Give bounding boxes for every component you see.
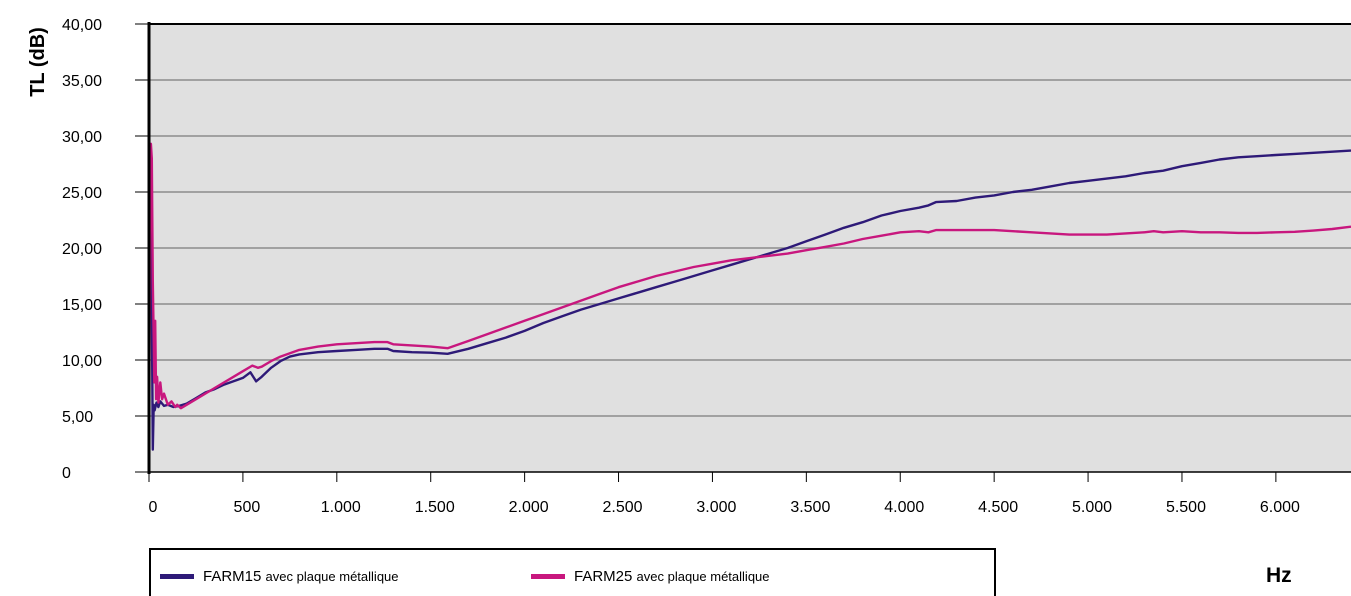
- series-layer: [147, 142, 1351, 473]
- legend-label-farm15: FARM15: [203, 568, 262, 585]
- y-tick-label-6: 30,00: [62, 129, 102, 146]
- x-tick-label-5: 2.500: [603, 499, 643, 516]
- x-tick-label-8: 4.000: [884, 499, 924, 516]
- x-tick-label-0: 0: [149, 499, 158, 516]
- y-tick-label-1: 5,00: [62, 409, 93, 426]
- legend-swatch-farm25: [531, 574, 565, 579]
- x-tick-labels: 0 500 1.000 1.500 2.000 2.500 3.000 3.500 4.000 4…: [149, 499, 1300, 516]
- x-tick-label-1: 500: [234, 499, 261, 516]
- legend-label-farm25: FARM25: [574, 568, 633, 585]
- x-tick-label-3: 1.500: [415, 499, 455, 516]
- legend-suffix-farm25: avec plaque métallique: [636, 569, 770, 584]
- legend: FARM15 avec plaque métallique FARM25 ave…: [149, 548, 996, 596]
- legend-suffix-farm15: avec plaque métallique: [265, 569, 399, 584]
- x-tick-label-2: 1.000: [321, 499, 361, 516]
- x-tick-label-6: 3.000: [696, 499, 736, 516]
- x-tick-label-10: 5.000: [1072, 499, 1112, 516]
- series-line-farm25: [147, 142, 1351, 473]
- axes: [135, 22, 1351, 482]
- y-tick-labels: 0 5,00 10,00 15,00 20,00 25,00 30,00 35,00 40,00: [62, 17, 102, 482]
- x-tick-label-4: 2.000: [509, 499, 549, 516]
- y-tick-label-2: 10,00: [62, 353, 102, 370]
- y-tick-label-7: 35,00: [62, 73, 102, 90]
- y-tick-label-4: 20,00: [62, 241, 102, 258]
- y-axis-title: TL (dB): [27, 27, 49, 97]
- x-tick-label-9: 4.500: [978, 499, 1018, 516]
- y-tick-label-0: 0: [62, 465, 71, 482]
- y-tick-label-3: 15,00: [62, 297, 102, 314]
- y-tick-label-5: 25,00: [62, 185, 102, 202]
- y-tick-label-8: 40,00: [62, 17, 102, 34]
- legend-item-farm25: FARM25 avec plaque métallique: [531, 568, 770, 585]
- x-tick-label-11: 5.500: [1166, 499, 1206, 516]
- legend-swatch-farm15: [160, 574, 194, 579]
- x-axis-title: Hz: [1266, 564, 1292, 587]
- legend-item-farm15: FARM15 avec plaque métallique: [160, 568, 399, 585]
- x-tick-label-12: 6.000: [1260, 499, 1300, 516]
- x-tick-label-7: 3.500: [790, 499, 830, 516]
